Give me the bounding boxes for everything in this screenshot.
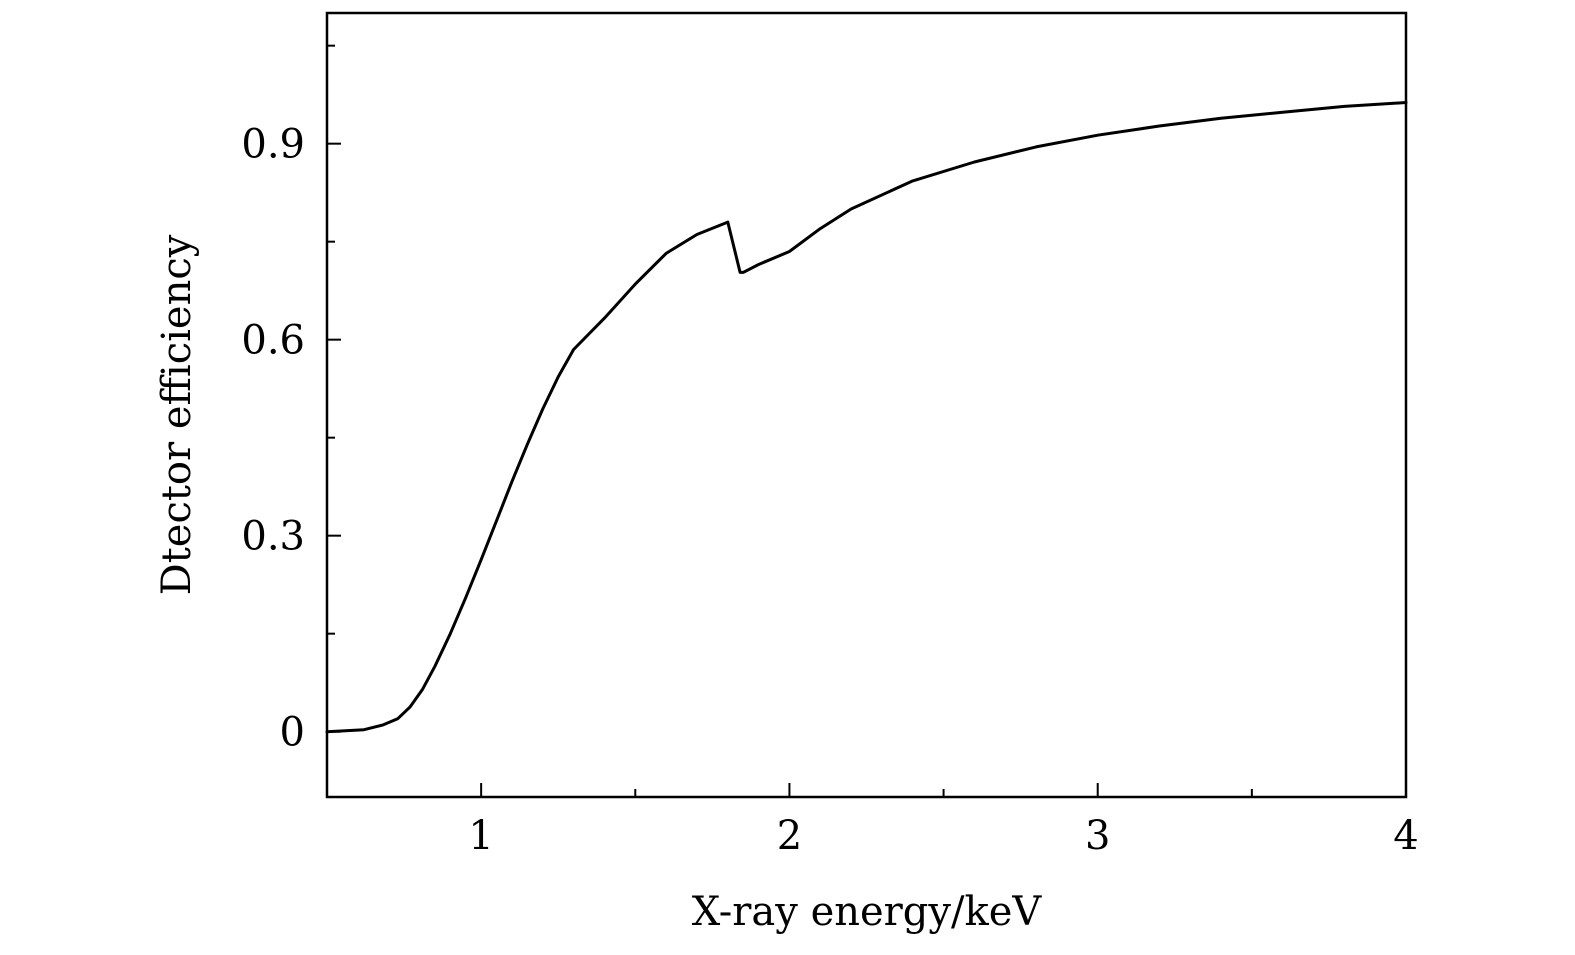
y-tick-label: 0 [280,710,305,756]
y-tick-label: 0.9 [241,122,305,168]
y-tick-label: 0.3 [241,514,305,560]
x-tick-label: 4 [1393,813,1418,859]
series-layer [325,101,1408,734]
x-tick-label: 1 [468,813,493,859]
x-axis-title: X-ray energy/keV [692,889,1043,935]
series-line-0 [325,101,1408,734]
plot-frame [325,11,1408,799]
y-axis-title: Dtector efficiency [154,234,200,595]
x-tick-label: 3 [1085,813,1110,859]
x-tick-label: 2 [777,813,802,859]
y-tick-label: 0.6 [241,318,305,364]
axis-ticks [327,44,1407,797]
tick-labels: 1 2 3 4 0 0.3 0.6 0.9 [241,122,1418,859]
